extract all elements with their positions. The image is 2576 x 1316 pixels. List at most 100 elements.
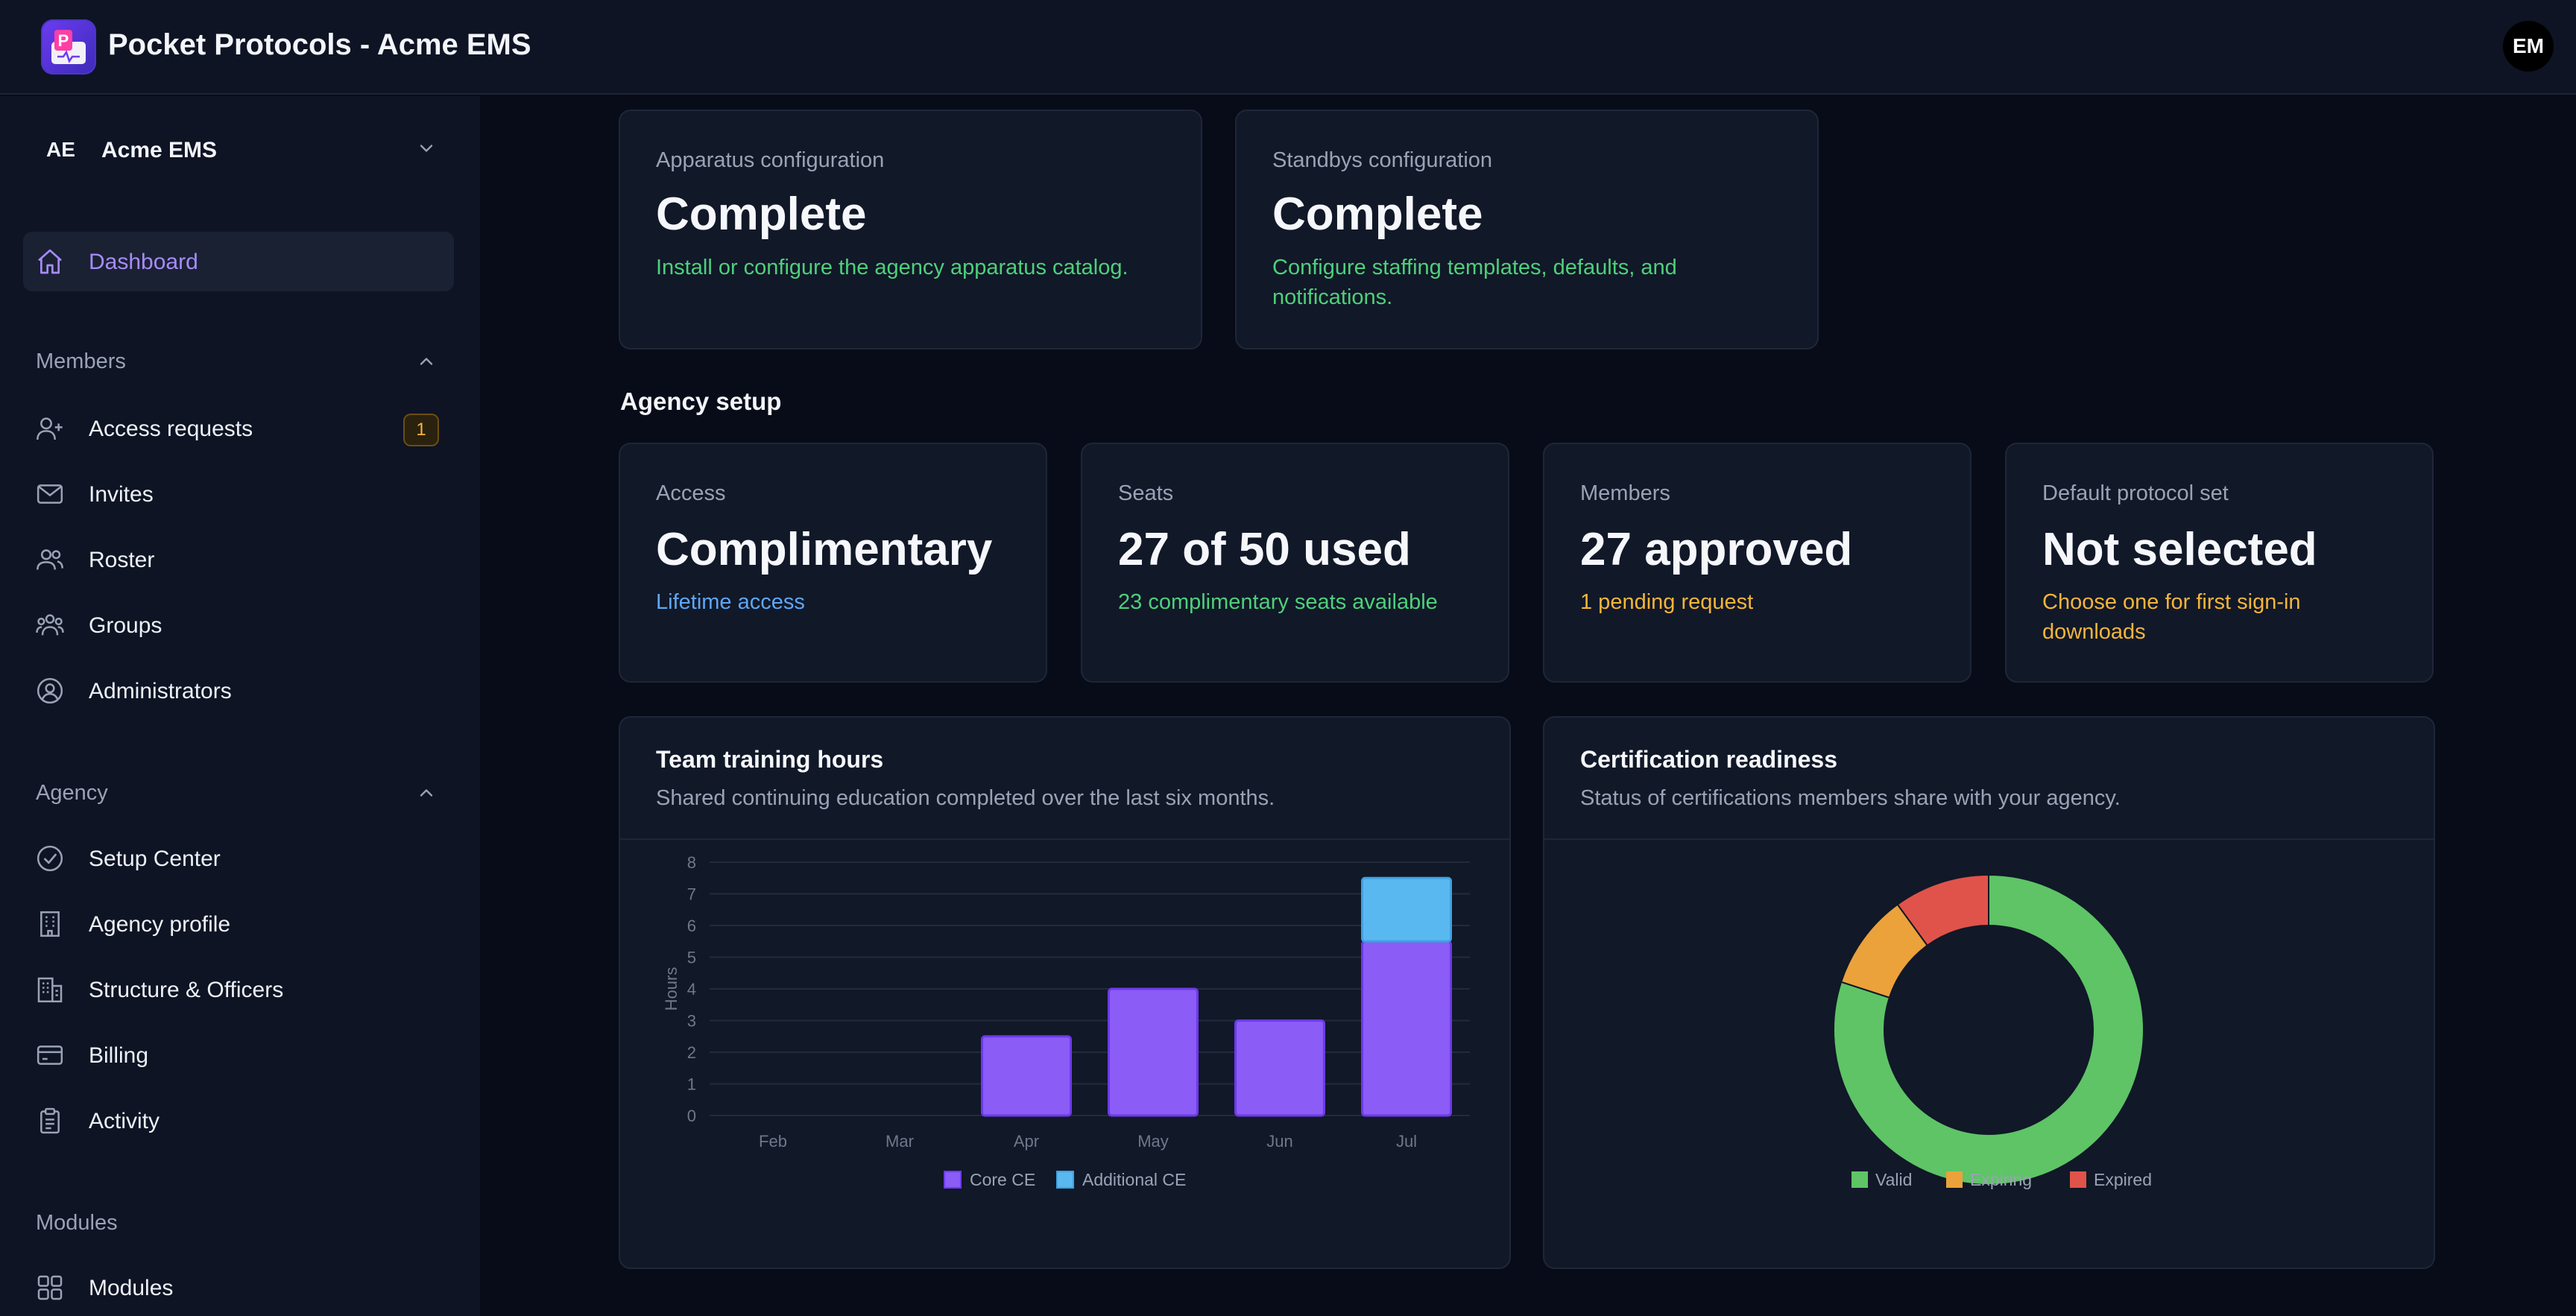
slice-valid [1833, 873, 2144, 1186]
clipboard-icon [40, 1107, 60, 1134]
y-tick-label: 8 [687, 853, 696, 872]
section-label: Agency [36, 781, 108, 805]
card-note: Configure staffing templates, defaults, … [1272, 256, 1677, 309]
legend-swatch [944, 1171, 962, 1189]
panel-subtitle: Status of certifications members share w… [1580, 786, 2121, 810]
sidebar-item-setup-center[interactable]: Setup Center [23, 829, 454, 888]
x-tick-label: Apr [1014, 1132, 1039, 1151]
sidebar-item-dashboard[interactable]: Dashboard [23, 232, 454, 291]
certification-donut-chart: Valid Expiring Expired [1833, 873, 2152, 1189]
agency-switcher[interactable]: AE Acme EMS [36, 127, 446, 169]
app-logo-icon: P [51, 30, 86, 64]
svg-text:P: P [58, 31, 69, 50]
x-tick-label: May [1137, 1132, 1169, 1151]
card-label: Apparatus configuration [656, 148, 885, 172]
access-card: Access Complimentary Lifetime access [619, 443, 1047, 683]
user-circle-icon [37, 677, 63, 704]
legend-swatch [1946, 1171, 1963, 1188]
legend-label: Additional CE [1082, 1170, 1186, 1189]
y-tick-label: 0 [687, 1107, 696, 1125]
chevron-up-icon [420, 358, 433, 365]
sidebar-item-label: Roster [89, 548, 155, 572]
sidebar: AE Acme EMS Dashboard Members Access req… [0, 96, 480, 1316]
sidebar-item-label: Administrators [89, 679, 232, 703]
sidebar-item-label: Agency profile [89, 912, 231, 937]
sidebar-item-roster[interactable]: Roster [23, 530, 454, 589]
legend-swatch [1852, 1171, 1868, 1188]
user-group-icon [36, 614, 64, 636]
x-tick-label: Feb [759, 1132, 787, 1151]
credit-card-icon [37, 1045, 63, 1065]
app-title: Pocket Protocols - Acme EMS [108, 28, 531, 61]
sidebar-item-label: Setup Center [89, 847, 221, 871]
sidebar-item-agency-profile[interactable]: Agency profile [23, 894, 454, 954]
sidebar-item-modules[interactable]: Modules [23, 1258, 454, 1316]
apparatus-config-card[interactable]: Apparatus configuration Complete Install… [619, 110, 1202, 349]
divider [1544, 838, 2434, 840]
user-avatar[interactable]: EM [2503, 21, 2554, 72]
card-note: 23 complimentary seats available [1118, 590, 1438, 614]
sidebar-item-structure-officers[interactable]: Structure & Officers [23, 960, 454, 1019]
standbys-config-card[interactable]: Standbys configuration Complete Configur… [1235, 110, 1819, 349]
training-hours-panel: Team training hours Shared continuing ed… [619, 716, 1511, 1269]
section-header-modules[interactable]: Modules [36, 1206, 446, 1239]
chevron-up-icon [420, 789, 433, 797]
sidebar-item-label: Billing [89, 1043, 149, 1068]
x-tick-label: Mar [886, 1132, 914, 1151]
sidebar-item-billing[interactable]: Billing [23, 1025, 454, 1085]
legend-label: Core CE [970, 1170, 1035, 1189]
mail-icon [37, 484, 63, 504]
card-value: Not selected [2042, 524, 2317, 575]
x-tick-label: Jul [1396, 1132, 1417, 1151]
user-plus-icon [37, 417, 63, 440]
pending-count-badge: 1 [403, 414, 439, 446]
x-tick-label: Jun [1266, 1132, 1292, 1151]
sidebar-item-groups[interactable]: Groups [23, 595, 454, 655]
card-value: Complete [656, 189, 867, 240]
chevron-down-icon [420, 145, 433, 152]
slice-expired [1896, 873, 1989, 947]
card-note: Lifetime access [656, 590, 805, 614]
section-label: Modules [36, 1211, 118, 1235]
y-tick-label: 4 [687, 980, 696, 999]
card-label: Seats [1118, 481, 1174, 505]
sidebar-item-activity[interactable]: Activity [23, 1091, 454, 1151]
card-label: Default protocol set [2042, 481, 2229, 505]
certification-readiness-panel: Certification readiness Status of certif… [1543, 716, 2435, 1269]
y-tick-label: 1 [687, 1075, 696, 1094]
bar-core-ce [981, 1035, 1072, 1117]
sidebar-item-label: Invites [89, 482, 154, 507]
agency-name: Acme EMS [101, 138, 218, 162]
sidebar-item-administrators[interactable]: Administrators [23, 661, 454, 721]
card-note: Install or configure the agency apparatu… [656, 256, 1128, 279]
bar-core-ce [1108, 987, 1199, 1117]
sidebar-item-label: Activity [89, 1109, 160, 1133]
agency-abbreviation: AE [46, 138, 75, 161]
bar-additional-ce [1361, 876, 1452, 943]
card-value: Complimentary [656, 524, 993, 575]
panel-title: Certification readiness [1580, 746, 1837, 773]
app-logo[interactable]: P [41, 19, 96, 75]
sidebar-item-invites[interactable]: Invites [23, 464, 454, 524]
sidebar-item-label: Modules [89, 1276, 174, 1300]
y-axis-label: Hours [662, 967, 681, 1011]
grid-icon [37, 1275, 63, 1300]
legend-label: Valid [1875, 1170, 1912, 1189]
section-header-agency[interactable]: Agency [36, 776, 446, 809]
legend-swatch [1056, 1171, 1074, 1189]
sidebar-item-access-requests[interactable]: Access requests 1 [23, 399, 454, 458]
default-protocol-card: Default protocol set Not selected Choose… [2005, 443, 2434, 683]
top-bar: P Pocket Protocols - Acme EMS EM [0, 0, 2576, 95]
training-hours-chart: 0 1 2 3 4 5 6 7 8 Hours Feb Mar Apr May Jun Jul Core CE A… [662, 853, 1470, 1189]
card-value: 27 of 50 used [1118, 524, 1411, 575]
legend-swatch [2070, 1171, 2086, 1188]
sidebar-item-label: Structure & Officers [89, 978, 284, 1002]
sidebar-item-label: Dashboard [89, 250, 198, 274]
panel-subtitle: Shared continuing education completed ov… [656, 786, 1275, 810]
section-label: Members [36, 349, 126, 373]
y-tick-label: 2 [687, 1043, 696, 1062]
section-header-members[interactable]: Members [36, 345, 446, 378]
divider [620, 838, 1509, 840]
legend-label: Expiring [1970, 1170, 2032, 1189]
bar-core-ce [1234, 1019, 1325, 1117]
